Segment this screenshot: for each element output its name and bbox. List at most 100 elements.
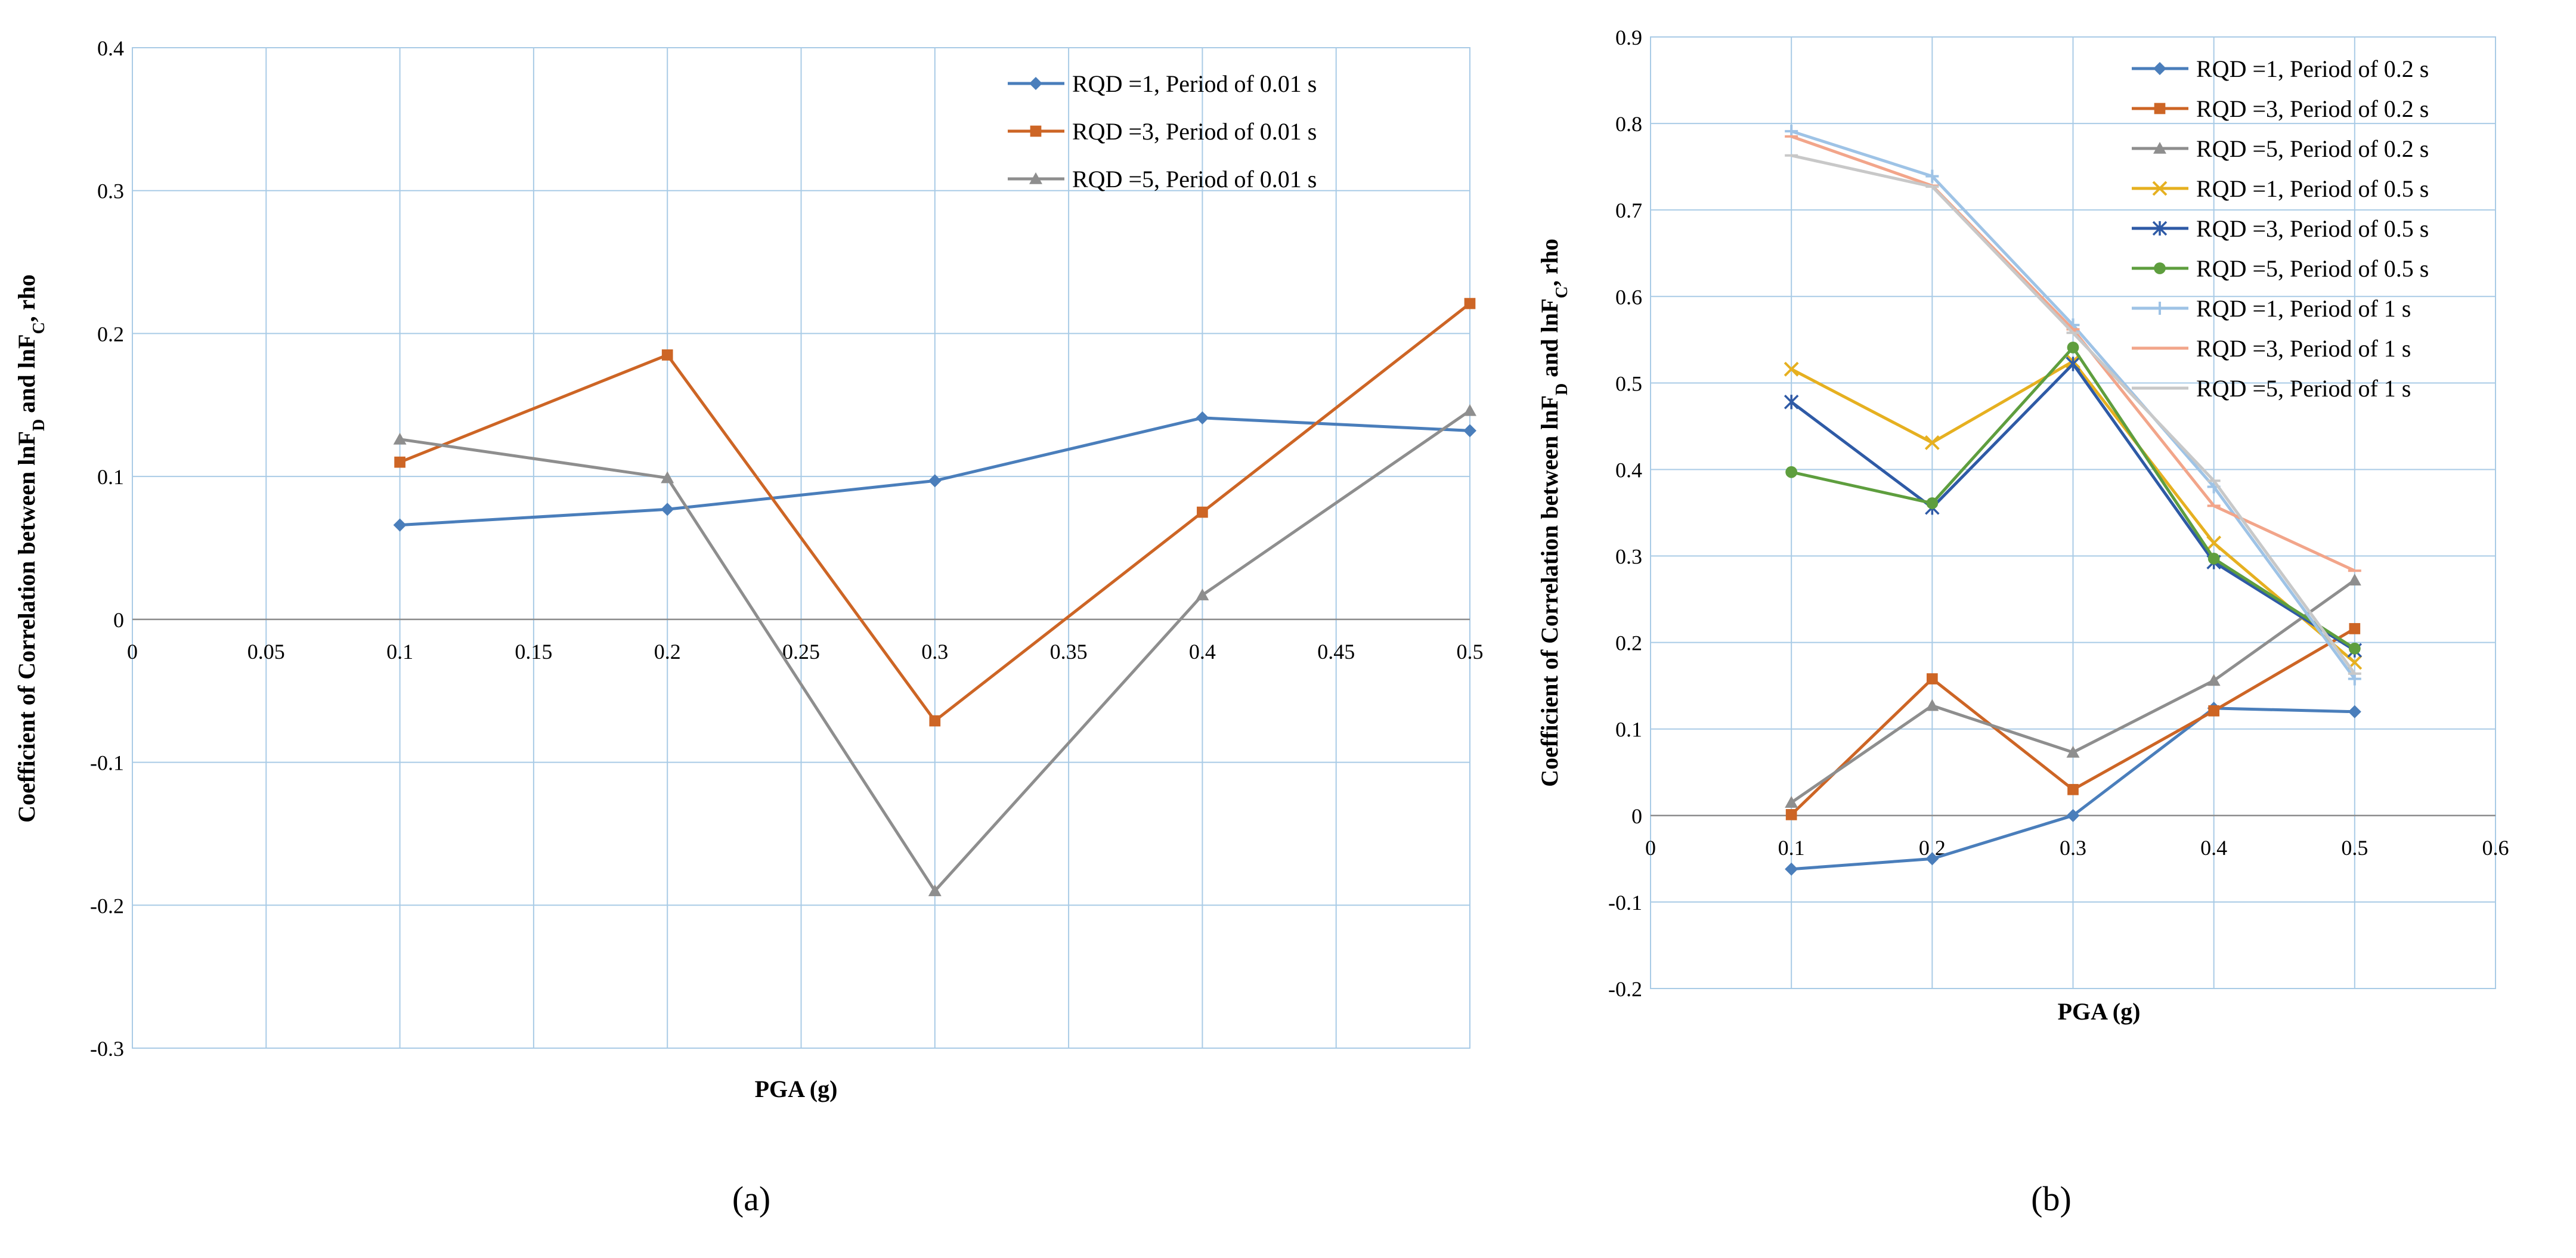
legend-label: RQD =1, Period of 0.2 s (2196, 55, 2429, 82)
legend-marker (2154, 262, 2166, 274)
y-tick-label: 0 (113, 608, 124, 632)
x-tick-label: 0.5 (1457, 640, 1484, 664)
x-tick-label: 0.1 (1778, 836, 1805, 860)
legend-label: RQD =1, Period of 1 s (2196, 295, 2411, 322)
data-point (661, 471, 674, 484)
x-axis-title: PGA (g) (755, 1076, 838, 1102)
legend-label: RQD =3, Period of 1 s (2196, 335, 2411, 362)
series-2 (1785, 623, 2361, 820)
legend-item: RQD =1, Period of 0.2 s (2132, 55, 2429, 82)
data-point (2067, 341, 2079, 354)
y-tick-label: -0.2 (1608, 977, 1642, 1001)
data-point (661, 349, 673, 361)
legend-item: RQD =5, Period of 1 s (2132, 375, 2411, 402)
data-point (1785, 466, 1798, 478)
legend-item: RQD =5, Period of 0.2 s (2132, 135, 2429, 162)
series-3 (1785, 574, 2361, 808)
data-point (929, 715, 941, 727)
data-point (1785, 809, 1797, 820)
y-tick-label: 0.2 (1615, 631, 1642, 655)
legend-label: RQD =5, Period of 0.2 s (2196, 135, 2429, 162)
data-point (1196, 588, 1209, 600)
data-point (1926, 673, 1938, 684)
data-point (1196, 411, 1209, 425)
y-tick-label: 0.5 (1615, 371, 1642, 395)
y-tick-labels: -0.3 -0.2 -0.1 0 0.1 0.2 0.3 0.4 (90, 36, 124, 1061)
y-tick-label: 0 (1631, 804, 1642, 828)
legend-item: RQD =3, Period of 0.01 s (1008, 118, 1317, 145)
x-tick-label: 0.4 (2200, 836, 2227, 860)
legend-marker (2153, 62, 2166, 75)
data-point (2207, 552, 2220, 565)
legend-marker (2153, 142, 2166, 154)
data-point (1925, 169, 1939, 183)
legend-marker (2152, 181, 2168, 196)
legend-label: RQD =5, Period of 1 s (2196, 375, 2411, 402)
legend-marker (1029, 77, 1042, 90)
panel-label: (a) (732, 1179, 770, 1218)
y-tick-label: 0.4 (97, 36, 124, 60)
legend-label: RQD =1, Period of 0.01 s (1072, 70, 1317, 97)
data-point (2207, 674, 2221, 686)
legend-item: RQD =5, Period of 0.5 s (2132, 255, 2429, 282)
y-axis-title-part: and lnF (1536, 298, 1563, 383)
y-axis-title-subscript: D (1553, 383, 1571, 395)
data-point (1463, 404, 1476, 416)
data-point (928, 884, 942, 897)
chart-panel-b: 0 0.1 0.2 0.3 0.4 0.5 0.6-0.2-0.100.10.20.30.4… (1536, 26, 2509, 1218)
data-point (1784, 361, 1799, 377)
x-tick-label: 0.15 (515, 640, 552, 664)
legend-item: RQD =1, Period of 1 s (2132, 295, 2411, 322)
series-9 (1785, 154, 2361, 675)
data-point (1785, 862, 1798, 876)
y-tick-label: 0.3 (97, 179, 124, 203)
data-point (393, 432, 407, 445)
x-tick-label: 0.3 (2060, 836, 2086, 860)
legend-label: RQD =3, Period of 0.01 s (1072, 118, 1317, 145)
y-tick-label: 0.3 (1615, 545, 1642, 569)
legend-item: RQD =3, Period of 1 s (2132, 335, 2411, 362)
x-tick-label: 0.45 (1317, 640, 1355, 664)
data-point (2067, 783, 2079, 795)
y-axis-title: Coefficient of Correlation between lnFD … (1536, 238, 1571, 787)
plot-frame (1650, 36, 2496, 989)
data-point (1926, 497, 1939, 509)
legend-label: RQD =3, Period of 0.2 s (2196, 95, 2429, 122)
data-point (2206, 535, 2222, 551)
data-point (2348, 574, 2361, 585)
legend: RQD =1, Period of 0.2 s RQD =3, Period of… (2132, 55, 2429, 402)
y-axis-title: Coefficient of Correlation between lnFD … (13, 274, 48, 823)
x-tick-label: 0.6 (2482, 836, 2509, 860)
data-point (1784, 395, 1799, 410)
y-axis-title-part: and lnF (13, 334, 40, 419)
y-tick-label: 0.7 (1615, 199, 1642, 222)
legend-item: RQD =1, Period of 0.01 s (1008, 70, 1317, 97)
legend-marker (2152, 221, 2168, 236)
data-point (2066, 745, 2080, 758)
y-tick-label: 0.4 (1615, 458, 1642, 482)
y-axis-title-subscript: D (30, 419, 48, 431)
legend-marker (2154, 103, 2166, 114)
y-axis-title-subscript: C (1553, 286, 1571, 298)
series-6 (1785, 341, 2361, 655)
series-1 (393, 411, 1476, 532)
x-tick-label: 0.35 (1050, 640, 1088, 664)
x-tick-label: 0 (1645, 836, 1656, 860)
data-point (1924, 435, 1940, 450)
legend-label: RQD =3, Period of 0.5 s (2196, 215, 2429, 242)
data-point (2349, 623, 2361, 634)
y-axis-title-subscript: C (30, 322, 48, 334)
chart-panel-a: 0 0.05 0.1 0.15 0.2 0.25 0.3 0.35 0.4 0.45 0.5 -0.3… (13, 36, 1484, 1218)
x-axis-title: PGA (g) (2058, 998, 2141, 1025)
data-point (1785, 796, 1798, 808)
data-point (2208, 705, 2220, 717)
y-tick-label: 0.6 (1615, 285, 1642, 309)
x-tick-label: 0.3 (921, 640, 948, 664)
x-tick-labels: 0 0.1 0.2 0.3 0.4 0.5 0.6 (1645, 836, 2509, 860)
y-axis-title-part: , rho (1536, 238, 1563, 286)
x-tick-label: 0.2 (654, 640, 681, 664)
data-point (1925, 699, 1939, 711)
data-point (928, 474, 942, 488)
y-axis-title-part: , rho (13, 274, 40, 322)
